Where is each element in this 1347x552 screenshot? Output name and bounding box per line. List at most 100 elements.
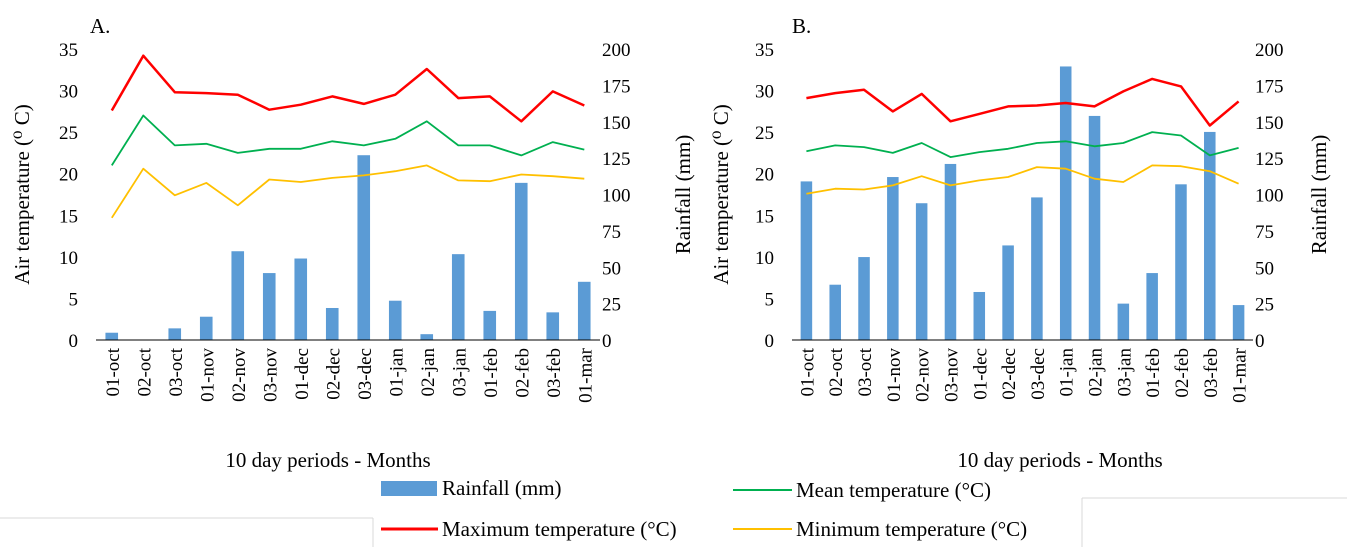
chart-panel-a: A. 0 5 10 15 20 25 30 35 0 25 50 75 100 125 150 175 200 01…	[10, 14, 695, 472]
x-tick-label-b-02-dec: 02-dec	[999, 348, 1020, 400]
y-tick-label-a-20: 20	[59, 165, 78, 186]
y2-tick-label-a-75: 75	[602, 222, 621, 243]
maximum-temperature-line-a	[110, 54, 585, 123]
rainfall-bar-a-01-dec	[294, 258, 308, 340]
chart-panel-b: B. 0 5 10 15 20 25 30 35 0 25 50 75 100 125 150 175 200 01…	[709, 14, 1331, 472]
rainfall-bar-b-02-dec	[1002, 245, 1014, 340]
minimum-temperature-line-b	[806, 164, 1239, 195]
x-tick-label-b-03-feb: 03-feb	[1201, 348, 1222, 398]
x-tick-label-a-01-nov: 01-nov	[197, 348, 218, 402]
rainfall-bar-b-03-dec	[1031, 197, 1043, 340]
x-tick-label-a-03-feb: 03-feb	[544, 348, 565, 398]
y-tick-label-b-10: 10	[755, 248, 774, 269]
y2-tick-label-a-100: 100	[602, 186, 631, 207]
y-tick-label-b-15: 15	[755, 206, 774, 227]
x-tick-label-a-01-oct: 01-oct	[103, 347, 124, 396]
x-tick-label-b-01-dec: 01-dec	[970, 348, 991, 400]
rainfall-bar-b-01-oct	[800, 181, 813, 340]
y-tick-label-b-20: 20	[755, 165, 774, 186]
rainfall-bar-b-03-nov	[944, 163, 957, 340]
y2-tick-label-b-50: 50	[1255, 258, 1274, 279]
mean-temperature-line-b	[806, 131, 1239, 159]
y2-tick-label-b-25: 25	[1255, 295, 1274, 316]
y2-tick-label-a-125: 125	[602, 149, 631, 170]
x-tick-label-b-01-jan: 01-jan	[1057, 348, 1078, 397]
chart-legend: Rainfall (mm) Mean temperature (°C) Maxi…	[381, 476, 1027, 541]
rainfall-bar-a-01-nov	[199, 316, 213, 340]
x-tick-label-a-03-jan: 03-jan	[449, 348, 470, 397]
y-tick-label-a-35: 35	[59, 40, 78, 61]
y2-tick-label-a-25: 25	[602, 295, 621, 316]
x-tick-label-b-01-mar: 01-mar	[1230, 347, 1251, 403]
x-tick-label-a-02-oct: 02-oct	[134, 347, 155, 396]
x-tick-label-b-03-dec: 03-dec	[1028, 348, 1049, 400]
x-tick-label-a-02-jan: 02-jan	[418, 348, 439, 397]
x-tick-label-b-01-feb: 01-feb	[1143, 348, 1164, 398]
x-tick-label-b-02-oct: 02-oct	[826, 347, 847, 396]
x-tick-label-b-01-oct: 01-oct	[797, 347, 818, 396]
rainfall-bar-a-03-feb	[546, 312, 560, 340]
y2-tick-label-a-0: 0	[602, 331, 612, 352]
rainfall-bar-a-02-dec	[325, 307, 339, 340]
legend-label-maximum-temperature: Maximum temperature (°C)	[442, 517, 677, 541]
x-tick-label-b-01-nov: 01-nov	[884, 348, 905, 402]
y2-tick-label-a-175: 175	[602, 76, 631, 97]
rainfall-bar-a-01-mar	[577, 281, 591, 340]
y-tick-label-a-15: 15	[59, 206, 78, 227]
y2-tick-label-b-175: 175	[1255, 76, 1284, 97]
y-tick-label-a-0: 0	[69, 331, 79, 352]
rainfall-bar-b-02-oct	[829, 284, 841, 340]
y2-axis-title-a: Rainfall (mm)	[671, 135, 695, 255]
x-tick-label-a-02-feb: 02-feb	[512, 348, 533, 398]
y2-tick-label-b-75: 75	[1255, 222, 1274, 243]
x-axis-title-b: 10 day periods - Months	[957, 448, 1162, 472]
x-tick-label-b-02-jan: 02-jan	[1086, 348, 1107, 397]
legend-swatch-rainfall	[381, 481, 437, 496]
x-axis-title-a: 10 day periods - Months	[225, 448, 430, 472]
mean-temperature-line-a	[111, 114, 585, 166]
rainfall-bar-b-01-feb	[1146, 273, 1158, 340]
rainfall-bar-b-02-nov	[915, 203, 928, 340]
y-tick-label-a-30: 30	[59, 82, 78, 103]
x-tick-label-b-03-nov: 03-nov	[941, 348, 962, 402]
rainfall-bar-a-02-nov	[231, 251, 245, 340]
legend-item-minimum-temperature: Minimum temperature (°C)	[733, 517, 1027, 541]
x-tick-label-a-01-dec: 01-dec	[292, 348, 313, 400]
x-tick-label-b-03-oct: 03-oct	[855, 347, 876, 396]
y-tick-label-b-35: 35	[755, 40, 774, 61]
rainfall-bar-b-01-jan	[1059, 66, 1072, 341]
x-tick-label-a-02-nov: 02-nov	[229, 348, 250, 402]
x-tick-label-a-03-oct: 03-oct	[166, 347, 187, 396]
legend-item-mean-temperature: Mean temperature (°C)	[733, 478, 991, 502]
y-tick-label-b-5: 5	[765, 289, 775, 310]
x-tick-label-b-02-nov: 02-nov	[913, 348, 934, 402]
y-tick-label-a-10: 10	[59, 248, 78, 269]
x-tick-label-b-03-jan: 03-jan	[1114, 348, 1135, 397]
y2-tick-label-b-200: 200	[1255, 40, 1284, 61]
rainfall-bar-a-03-oct	[168, 328, 182, 340]
rainfall-bar-a-03-jan	[451, 254, 465, 340]
x-tick-label-a-03-nov: 03-nov	[260, 348, 281, 402]
legend-label-minimum-temperature: Minimum temperature (°C)	[796, 517, 1027, 541]
maximum-temperature-line-b	[806, 77, 1240, 127]
rainfall-bar-b-03-jan	[1117, 303, 1130, 340]
rainfall-bar-a-02-feb	[514, 182, 528, 340]
rainfall-bar-b-01-mar	[1232, 305, 1245, 340]
y2-axis-title-b: Rainfall (mm)	[1307, 135, 1331, 255]
y2-tick-label-b-0: 0	[1255, 331, 1265, 352]
y-tick-label-b-25: 25	[755, 123, 774, 144]
y-tick-label-a-25: 25	[59, 123, 78, 144]
x-tick-label-a-01-mar: 01-mar	[575, 347, 596, 403]
legend-label-rainfall: Rainfall (mm)	[442, 476, 562, 500]
legend-item-rainfall: Rainfall (mm)	[381, 476, 562, 500]
rainfall-bar-b-01-nov	[887, 177, 899, 340]
rainfall-bar-a-03-dec	[357, 155, 371, 340]
x-tick-label-a-01-feb: 01-feb	[481, 348, 502, 398]
y2-tick-label-a-150: 150	[602, 113, 631, 134]
panel-label-b: B.	[792, 14, 811, 38]
rainfall-bar-a-01-jan	[388, 300, 402, 340]
rainfall-bar-b-02-jan	[1088, 115, 1101, 341]
rainfall-bar-b-01-dec	[973, 291, 986, 340]
legend-label-mean-temperature: Mean temperature (°C)	[796, 478, 991, 502]
